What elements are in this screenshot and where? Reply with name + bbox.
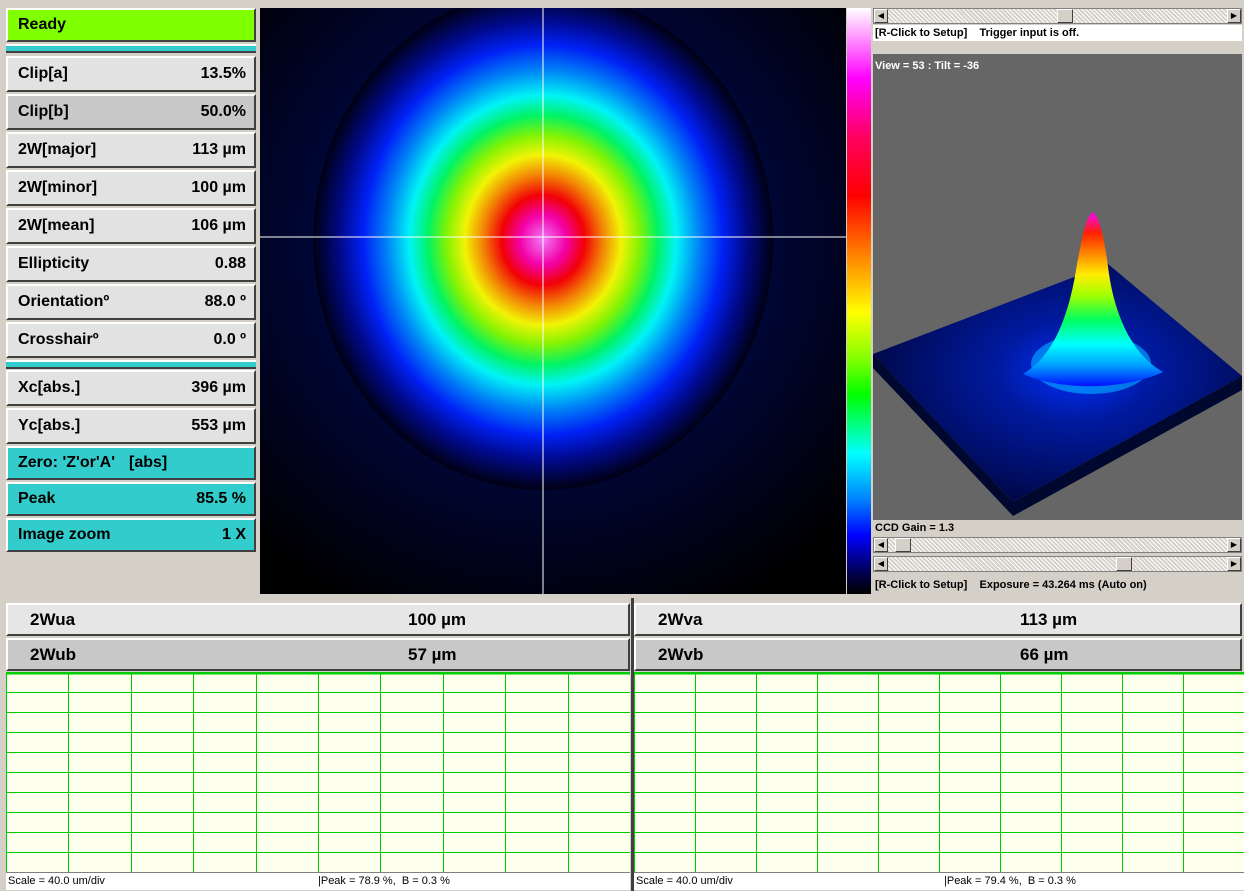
param-label: 2W[minor] [18,179,98,196]
param-label: Clip[a] [18,65,68,82]
param-label: 2W[mean] [18,217,95,234]
parameter-panel: Ready Clip[a] 13.5% Clip[b] 50.0% 2W[maj… [0,0,258,598]
param-xc-abs[interactable]: Xc[abs.] 396 µm [6,370,256,406]
param-value: 13.5% [200,65,246,82]
param-value: 0.0 º [213,331,246,348]
scroll-right-icon[interactable]: ▶ [1227,9,1241,23]
param-value: 100 µm [191,179,246,196]
profile-v-plot[interactable] [634,672,1244,872]
param-label: 2W[major] [18,141,97,158]
param-2w-major[interactable]: 2W[major] 113 µm [6,132,256,168]
peak-label: |Peak = 78.9 %, B = 0.3 % [318,875,450,887]
3d-beam-plot[interactable]: View = 53 : Tilt = -36 [873,54,1242,520]
scroll-thumb[interactable] [1115,557,1132,571]
profile-u-header-a[interactable]: 2Wua 100 µm [6,603,630,636]
scroll-left-icon[interactable]: ◀ [874,557,888,571]
param-value: 88.0 º [204,293,246,310]
profile-u-svg [6,672,630,872]
color-scale-bar [847,8,871,594]
param-label: Ellipticity [18,255,90,272]
param-label: Xc[abs.] [18,379,81,396]
3d-floor-side [873,354,1242,516]
view-scrollbar[interactable]: ◀ ▶ [873,8,1242,24]
profile-value: 57 µm [408,644,457,664]
param-value: 113 µm [192,141,246,158]
param-value: 85.5 % [196,490,246,507]
profile-u-plot[interactable] [6,672,630,872]
param-2w-minor[interactable]: 2W[minor] 100 µm [6,170,256,206]
param-label: Crosshairº [18,331,99,348]
beam-image-view[interactable] [260,8,846,594]
profile-v-header-b[interactable]: 2Wvb 66 µm [634,638,1242,671]
profile-v-scale-bar: Scale = 40.0 um/div |Peak = 79.4 %, B = … [634,872,1244,890]
peak-button[interactable]: Peak 85.5 % [6,482,256,516]
param-crosshair[interactable]: Crosshairº 0.0 º [6,322,256,358]
separator [6,44,256,53]
param-label: Peak [18,490,56,507]
scroll-left-icon[interactable]: ◀ [874,9,888,23]
param-label: Yc[abs.] [18,417,81,434]
scale-label: Scale = 40.0 um/div [636,875,733,887]
profile-u-scale-bar: Scale = 40.0 um/div |Peak = 78.9 %, B = … [6,872,630,890]
profile-v-header-a[interactable]: 2Wva 113 µm [634,603,1242,636]
image-zoom-button[interactable]: Image zoom 1 X [6,518,256,552]
profile-value: 100 µm [408,609,466,629]
param-clip-b[interactable]: Clip[b] 50.0% [6,94,256,130]
scroll-right-icon[interactable]: ▶ [1227,557,1241,571]
scale-label: Scale = 40.0 um/div [8,875,105,887]
param-value: 1 X [221,526,246,543]
param-label: Zero: 'Z'or'A' [18,454,115,471]
param-value: 553 µm [191,417,246,434]
param-ellipticity[interactable]: Ellipticity 0.88 [6,246,256,282]
ccd-gain-label: CCD Gain = 1.3 [875,522,955,534]
exposure-scrollbar[interactable]: ◀ ▶ [873,556,1242,572]
status-indicator: Ready [6,8,256,42]
profile-label: 2Wub [30,644,76,664]
profile-value: 113 µm [1020,609,1078,629]
profile-v-svg [634,672,1244,872]
param-clip-a[interactable]: Clip[a] 13.5% [6,56,256,92]
param-label: Image zoom [18,526,111,543]
param-value: 396 µm [191,379,246,396]
param-value: [abs] [129,454,168,471]
param-label: Orientationº [18,293,110,310]
profile-divider [631,598,634,891]
zero-mode-button[interactable]: Zero: 'Z'or'A' [abs] [6,446,256,480]
param-value: 0.88 [214,255,246,272]
status-text: Ready [18,16,67,33]
param-yc-abs[interactable]: Yc[abs.] 553 µm [6,408,256,444]
scroll-thumb[interactable] [894,538,911,552]
exposure-status[interactable]: [R-Click to Setup] Exposure = 43.264 ms … [873,575,1242,595]
param-2w-mean[interactable]: 2W[mean] 106 µm [6,208,256,244]
profile-u-header-b[interactable]: 2Wub 57 µm [6,638,630,671]
profile-label: 2Wva [658,609,703,629]
separator [6,360,256,369]
profile-label: 2Wua [30,609,76,629]
scroll-left-icon[interactable]: ◀ [874,538,888,552]
3d-beam-peak [1023,212,1163,387]
gain-scrollbar[interactable]: ◀ ▶ [873,537,1242,553]
profile-label: 2Wvb [658,644,704,664]
param-orientation[interactable]: Orientationº 88.0 º [6,284,256,320]
peak-label: |Peak = 79.4 %, B = 0.3 % [944,875,1076,887]
profile-value: 66 µm [1020,644,1069,664]
param-label: Clip[b] [18,103,69,120]
trigger-status[interactable]: [R-Click to Setup] Trigger input is off. [873,25,1242,41]
scroll-right-icon[interactable]: ▶ [1227,538,1241,552]
view-tilt-label: View = 53 : Tilt = -36 [875,60,980,72]
param-value: 106 µm [191,217,246,234]
param-value: 50.0% [200,103,246,120]
3d-view-panel: ◀ ▶ [R-Click to Setup] Trigger input is … [871,8,1244,598]
scroll-thumb[interactable] [1057,9,1073,23]
